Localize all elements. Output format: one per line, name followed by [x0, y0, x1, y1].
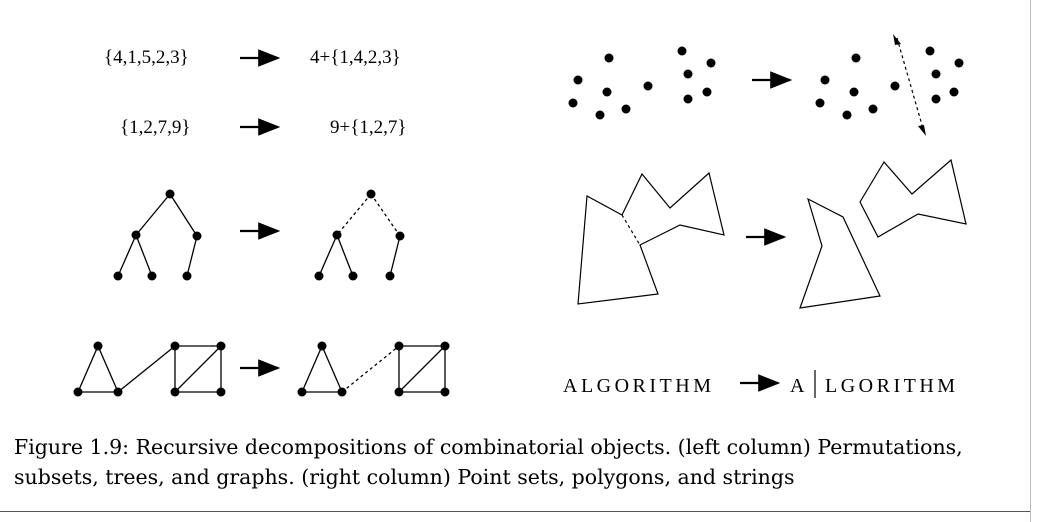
pointset-decomposed — [815, 46, 964, 120]
figure-caption: Figure 1.9: Recursive decompositions of … — [14, 432, 1029, 492]
permutation-input: {4,1,5,2,3} — [104, 47, 189, 68]
pointset-split-line — [896, 37, 925, 133]
tree-decomposed — [314, 189, 405, 281]
subset-output: 9+{1,2,7} — [330, 117, 407, 138]
graph-original — [73, 341, 226, 397]
string-output-tail: LGORITHM — [825, 375, 959, 397]
polygon-original — [577, 171, 725, 305]
figure-diagram — [73, 34, 967, 398]
string-output-head: A — [790, 375, 808, 397]
tree-original — [113, 189, 202, 281]
pointset-original — [568, 46, 716, 120]
caption-line-2: subsets, trees, and graphs. (right colum… — [14, 465, 795, 489]
subset-input: {1,2,7,9} — [120, 117, 191, 138]
polygon-decomposed — [799, 158, 967, 309]
caption-line-1: Figure 1.9: Recursive decompositions of … — [14, 435, 963, 459]
string-input: ALGORITHM — [563, 375, 715, 397]
footer-rule — [0, 511, 1030, 512]
graph-decomposed — [297, 341, 450, 397]
page-edge — [1030, 0, 1031, 522]
permutation-output: 4+{1,4,2,3} — [310, 47, 401, 68]
